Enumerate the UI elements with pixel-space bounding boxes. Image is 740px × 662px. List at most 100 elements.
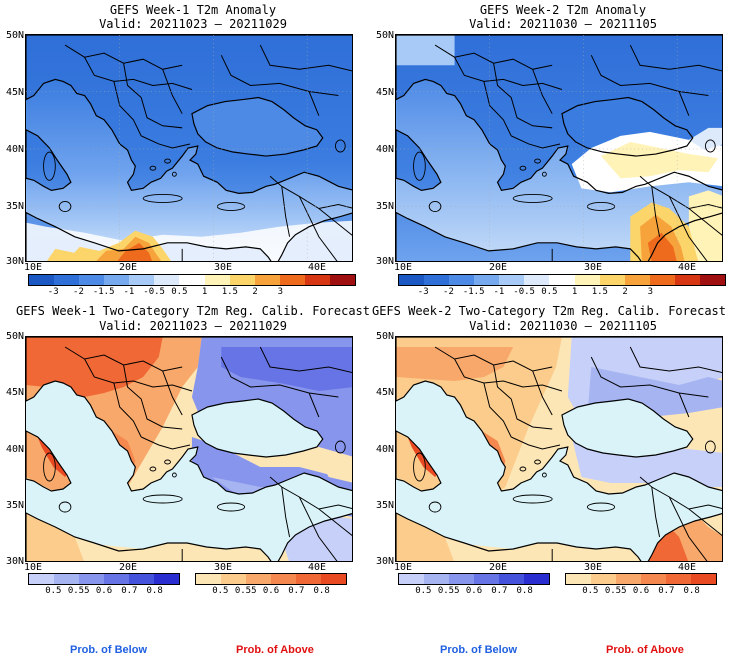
colorbar-swatch: [279, 275, 305, 285]
colorbar-swatch: [304, 275, 330, 285]
colorbar-label: 0.5: [582, 586, 599, 596]
colorbar-swatch: [691, 574, 716, 584]
colorbar-swatch: [221, 574, 246, 584]
colorbar-swatch: [129, 275, 155, 285]
anomaly-colorbar-labels: -3 -2 -1.5 -1 -0.5 0.5 1 1.5 2 3: [28, 288, 356, 298]
colorbar-swatch: [474, 574, 499, 584]
colorbar-label: 0.6: [465, 586, 483, 596]
colorbar-label: -2: [443, 287, 454, 297]
lon-tick: 40E: [307, 562, 327, 573]
colorbar-swatch: [79, 275, 105, 285]
colorbar-swatch: [449, 574, 474, 584]
colorbar-swatch: [649, 275, 675, 285]
lat-tick: 45N: [375, 387, 394, 398]
lat-tick: 30N: [375, 256, 394, 267]
panel-title: GEFS Week-2 T2m Anomaly: [479, 3, 647, 17]
above-probability-colorbar: [195, 573, 347, 585]
lat-tick: 50N: [5, 331, 24, 342]
prob-below-label: Prob. of Below: [440, 644, 517, 656]
colorbar-swatch: [566, 574, 591, 584]
colorbar-label: -1: [123, 287, 135, 297]
lat-tick: 35N: [5, 500, 24, 511]
colorbar-swatch: [54, 574, 79, 584]
colorbar-swatch: [449, 275, 475, 285]
colorbar-label: 0.55: [234, 586, 257, 596]
panel-valid-dates: Valid: 20211023 – 20211029: [99, 17, 287, 31]
lon-tick: 40E: [307, 262, 327, 273]
lon-tick: 10E: [393, 262, 413, 273]
colorbar-swatch: [271, 574, 296, 584]
lon-tick: 30E: [583, 562, 603, 573]
anomaly-colorbar: [28, 274, 356, 286]
colorbar-label: 0.8: [516, 586, 533, 596]
lat-tick: 30N: [375, 556, 394, 567]
lon-tick: 30E: [213, 562, 233, 573]
panel-valid-dates: Valid: 20211023 – 20211029: [99, 319, 287, 333]
colorbar-swatch: [246, 574, 271, 584]
lon-tick: 20E: [118, 262, 138, 273]
below-probability-colorbar: [398, 573, 550, 585]
colorbar-swatch: [641, 574, 666, 584]
colorbar-swatch: [474, 275, 500, 285]
lon-tick: 30E: [213, 262, 233, 273]
probability-map: [25, 336, 353, 562]
panel-title: GEFS Week-2 Two-Category T2m Reg. Calib.…: [371, 304, 726, 318]
colorbar-swatch: [179, 275, 205, 285]
colorbar-label: 3: [647, 287, 653, 297]
colorbar-label: -1.5: [92, 287, 115, 297]
prob-below-label: Prob. of Below: [70, 644, 147, 656]
colorbar-label: 0.6: [262, 586, 280, 596]
lat-tick: 40N: [375, 144, 394, 155]
lat-tick: 40N: [375, 444, 394, 455]
lon-tick: 20E: [488, 262, 508, 273]
colorbar-swatch: [591, 574, 616, 584]
colorbar-label: 0.8: [683, 586, 700, 596]
colorbar-swatch: [329, 275, 356, 285]
colorbar-label: 0.6: [632, 586, 650, 596]
colorbar-label: -1.5: [462, 287, 485, 297]
below-probability-colorbar: [28, 573, 180, 585]
colorbar-swatch: [499, 275, 525, 285]
colorbar-label: -1: [493, 287, 505, 297]
above-colorbar-labels: 0.5 0.55 0.6 0.7 0.8: [195, 587, 347, 597]
colorbar-swatch: [674, 275, 700, 285]
colorbar-swatch: [399, 574, 424, 584]
panel-week1-anomaly: GEFS Week-1 T2m Anomaly Valid: 20211023 …: [0, 0, 370, 300]
colorbar-label: 1.5: [591, 287, 608, 297]
colorbar-swatch: [699, 275, 726, 285]
colorbar-label: 0.7: [288, 586, 305, 596]
colorbar-swatch: [54, 275, 80, 285]
lat-tick: 35N: [5, 201, 24, 212]
colorbar-swatch: [154, 574, 179, 584]
prob-above-label: Prob. of Above: [236, 644, 314, 656]
panel-week2-anomaly: GEFS Week-2 T2m Anomaly Valid: 20211030 …: [370, 0, 740, 300]
lon-tick: 20E: [118, 562, 138, 573]
anomaly-map: [395, 34, 723, 262]
lat-tick: 30N: [5, 556, 24, 567]
colorbar-label: 0.5: [171, 287, 188, 297]
lat-tick: 45N: [5, 87, 24, 98]
lon-tick: 10E: [393, 562, 413, 573]
colorbar-swatch: [399, 275, 425, 285]
colorbar-swatch: [549, 275, 575, 285]
colorbar-swatch: [79, 574, 104, 584]
anomaly-map: [25, 34, 353, 262]
colorbar-swatch: [104, 275, 130, 285]
colorbar-label: 0.8: [313, 586, 330, 596]
colorbar-label: -0.5: [143, 287, 165, 297]
probability-map: [395, 336, 723, 562]
lon-tick: 30E: [583, 262, 603, 273]
colorbar-swatch: [321, 574, 346, 584]
colorbar-label: 0.7: [121, 586, 138, 596]
anomaly-colorbar: [398, 274, 726, 286]
lat-tick: 50N: [5, 30, 24, 41]
colorbar-label: 3: [277, 287, 283, 297]
panel-week1-probability: GEFS Week-1 Two-Category T2m Reg. Calib.…: [0, 300, 370, 600]
anomaly-colorbar-labels: -3 -2 -1.5 -1 -0.5 0.5 1 1.5 2 3: [398, 288, 726, 298]
colorbar-swatch: [229, 275, 255, 285]
colorbar-label: 2: [252, 287, 258, 297]
lon-tick: 40E: [677, 262, 697, 273]
colorbar-swatch: [424, 574, 449, 584]
colorbar-swatch: [524, 275, 550, 285]
panel-title: GEFS Week-1 Two-Category T2m Reg. Calib.…: [15, 304, 370, 318]
